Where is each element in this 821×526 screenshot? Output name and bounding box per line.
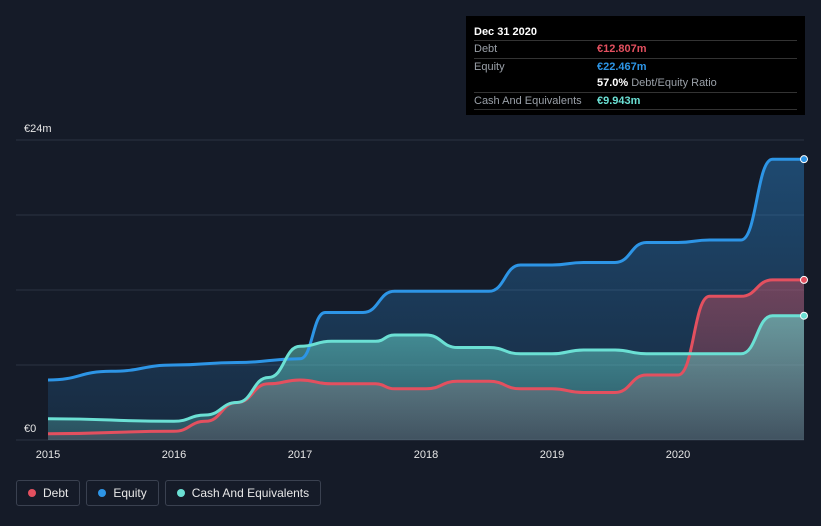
x-tick-label-2016: 2016 bbox=[162, 449, 186, 461]
x-tick-label-2019: 2019 bbox=[540, 449, 564, 461]
tooltip-row-debt: Debt €12.807m bbox=[474, 41, 797, 59]
x-tick-label-2018: 2018 bbox=[414, 449, 438, 461]
tooltip-equity-value: €22.467m bbox=[597, 60, 647, 73]
tooltip-row-ratio: 57.0% Debt/Equity Ratio bbox=[474, 75, 797, 93]
tooltip-panel: Dec 31 2020 Debt €12.807m Equity €22.467… bbox=[466, 16, 805, 115]
debt-end-point bbox=[800, 275, 808, 284]
tooltip-ratio-value: 57.0% bbox=[597, 77, 629, 89]
axis-labels: €0 €24m 2015 2016 2017 2018 2019 2020 bbox=[24, 123, 690, 461]
legend-equity-label: Equity bbox=[113, 486, 147, 500]
legend-item-equity[interactable]: Equity bbox=[86, 480, 159, 506]
tooltip-row-cash: Cash And Equivalents €9.943m bbox=[474, 93, 797, 110]
y-tick-label-24m: €24m bbox=[24, 123, 52, 135]
cash-end-point bbox=[800, 311, 808, 320]
tooltip-debt-label: Debt bbox=[474, 43, 498, 55]
tooltip-equity-label: Equity bbox=[474, 60, 505, 73]
series-lines bbox=[47, 157, 805, 436]
tooltip-cash-value: €9.943m bbox=[597, 94, 641, 107]
series-areas bbox=[48, 159, 804, 440]
x-tick-label-2017: 2017 bbox=[288, 449, 312, 461]
tooltip-date: Dec 31 2020 bbox=[474, 24, 797, 41]
legend-item-debt[interactable]: Debt bbox=[16, 480, 81, 506]
tooltip-debt-value: €12.807m bbox=[597, 43, 647, 55]
cash-area bbox=[48, 315, 804, 440]
x-tick-label-2015: 2015 bbox=[36, 449, 60, 461]
tooltip-ratio-label: Debt/Equity Ratio bbox=[631, 77, 717, 89]
tooltip-row-equity: Equity €22.467m bbox=[474, 59, 797, 76]
cash-dot-icon bbox=[176, 489, 185, 497]
y-tick-label-0: €0 bbox=[24, 423, 36, 435]
legend-debt-label: Debt bbox=[43, 486, 69, 500]
debt-dot-icon bbox=[28, 489, 36, 497]
equity-end-point bbox=[800, 155, 808, 164]
cash-line bbox=[47, 314, 804, 423]
legend-cash-label: Cash And Equivalents bbox=[191, 486, 310, 500]
equity-dot-icon bbox=[98, 489, 107, 497]
legend-item-cash[interactable]: Cash And Equivalents bbox=[164, 480, 322, 506]
x-tick-label-2020: 2020 bbox=[666, 449, 690, 461]
series-end-markers bbox=[800, 155, 808, 320]
tooltip-cash-label: Cash And Equivalents bbox=[474, 94, 582, 107]
equity-line bbox=[47, 157, 804, 382]
chart-legend: Debt Equity Cash And Equivalents bbox=[16, 480, 322, 506]
